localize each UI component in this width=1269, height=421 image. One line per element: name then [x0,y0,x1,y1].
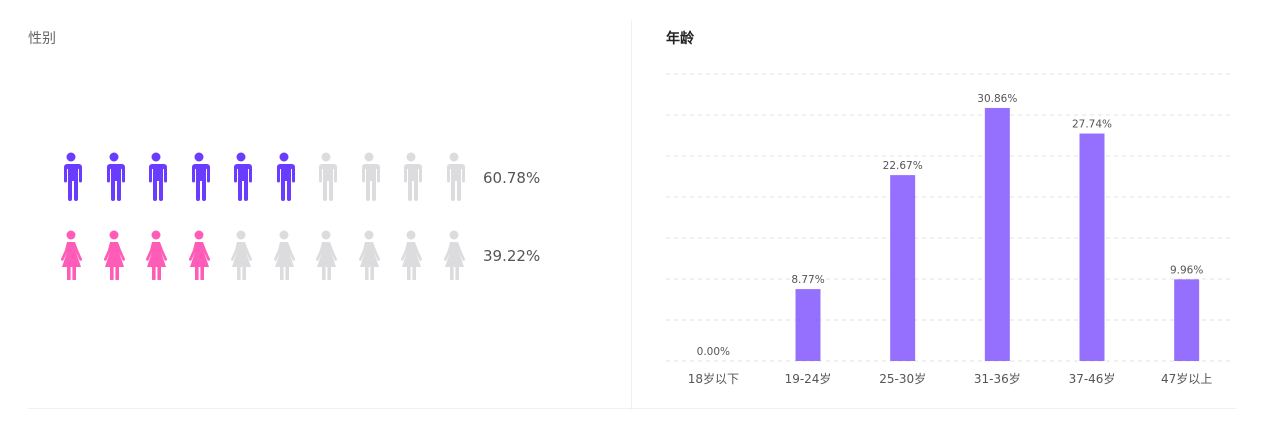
female-icon [358,230,380,280]
male-icon [233,152,252,201]
male-icon [318,152,337,201]
panel-divider [631,20,632,410]
bar-data-label: 8.77% [791,274,824,286]
age-panel: 年龄 0.00% 18岁以下 8.77% 19-24岁 22.67% 25-30岁 30.8… [632,0,1269,410]
male-icon [63,152,82,201]
male-percent: 60.78% [483,169,541,187]
x-tick-label: 37-46岁 [1069,371,1116,386]
male-icon [148,152,167,201]
age-bar-chart: 0.00% 18岁以下 8.77% 19-24岁 22.67% 25-30岁 30.86% 3… [666,73,1234,386]
x-tick-label: 47岁以上 [1161,371,1212,386]
age-title: 年龄 [666,31,694,47]
bar-data-label: 30.86% [977,93,1017,105]
female-percent: 39.22% [483,247,541,265]
female-icon [315,230,338,280]
female-icon [273,230,295,280]
female-row [58,230,483,280]
female-icon [188,230,210,280]
female-icon [230,230,253,280]
bar-data-label: 27.74% [1072,119,1112,131]
female-icon [400,230,423,280]
bar [1079,133,1105,361]
x-tick-label: 18岁以下 [688,371,739,386]
x-tick-label: 19-24岁 [785,371,832,386]
female-icon [145,230,168,280]
male-icon [190,152,210,201]
male-row [58,152,483,202]
bottom-divider [28,408,1236,409]
male-icon [403,152,422,201]
bar-data-label: 9.96% [1170,264,1203,276]
bar-data-label: 22.67% [883,160,923,172]
gender-title: 性别 [28,31,56,47]
female-icon [60,230,83,280]
bar [795,289,821,361]
female-icon [443,230,465,280]
x-tick-label: 31-36岁 [974,371,1021,386]
male-icon [445,152,465,201]
bar [984,107,1010,361]
male-icon [105,152,125,201]
male-icon [275,152,295,201]
male-icon [360,152,380,201]
bar [890,175,916,361]
female-icon [103,230,125,280]
bar [1174,279,1200,361]
gender-panel: 性别 60.78% 39.22% [0,0,630,410]
bar-data-label: 0.00% [697,346,730,358]
x-tick-label: 25-30岁 [879,371,926,386]
